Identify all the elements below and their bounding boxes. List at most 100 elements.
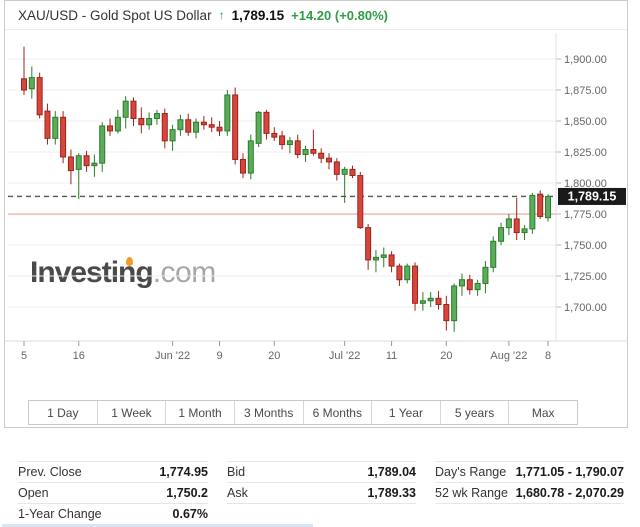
y-axis-label: 1,825.00 [564,147,607,159]
candle-body [419,300,426,304]
candle-body [99,125,106,164]
candle [177,114,184,136]
candle [216,121,223,136]
candle [271,127,278,141]
timeframe-button-5-years[interactable]: 5 years [439,401,509,424]
stats-column-left: Prev. Close 1,774.95 Open 1,750.2 1-Year Cha… [18,461,208,525]
stat-label: Ask [227,486,248,500]
stat-row: Day's Range 1,771.05 - 1,790.07 [435,461,624,482]
stat-value: 0.67% [172,507,208,521]
candle [107,118,114,136]
x-axis-label: 11 [386,350,397,362]
stat-label: Day's Range [435,465,507,479]
stat-value: 1,771.05 - 1,790.07 [515,465,624,479]
candle [138,107,145,134]
candle-body [302,149,309,155]
timeframe-button-1-year[interactable]: 1 Year [371,401,440,424]
candle [310,129,317,156]
x-axis-label: 20 [268,350,280,362]
gridlines [8,58,561,308]
candle-body [474,282,481,291]
candle-body [161,113,168,142]
candle [302,145,309,162]
y-axis-label: 1,750.00 [564,240,607,252]
candle [279,130,286,150]
candle-body [75,155,82,170]
y-axis-label: 1,775.00 [564,209,607,221]
candle-body [365,227,372,261]
candle [396,263,403,286]
candle [545,194,551,222]
stat-value: 1,789.04 [367,465,416,479]
candle-body [318,152,325,159]
candle-body [357,175,364,229]
candle [161,108,168,149]
current-price-label [558,187,626,205]
x-axis-label: 16 [73,350,85,362]
candle [435,290,442,310]
y-axis-label: 1,875.00 [564,85,607,97]
stat-value: 1,774.95 [159,465,208,479]
candle-body [286,140,293,146]
candle-body [451,285,458,322]
candle-body [482,266,489,284]
candle [498,222,505,245]
timeframe-button-1-day[interactable]: 1 Day [29,401,97,424]
timeframe-button-1-week[interactable]: 1 Week [96,401,166,424]
timeframe-button-3-months[interactable]: 3 Months [233,401,303,424]
candle-body [294,140,301,155]
candle-body [388,254,395,267]
candle [404,263,411,284]
candle-body [21,78,27,91]
x-axis-label: 5 [21,350,27,362]
candle-body [239,158,246,174]
candle [83,150,90,172]
y-axis-label: 1,900.00 [564,54,607,66]
candle [21,46,27,95]
candle [505,214,512,236]
candle-body [279,135,286,146]
timeframe-button-1-month[interactable]: 1 Month [165,401,234,424]
candle [67,149,74,185]
candle [412,262,419,311]
stat-label: Bid [227,465,246,479]
candle [294,134,301,159]
candle [99,122,106,172]
candle [130,97,137,126]
stat-label: 1-Year Change [18,507,102,521]
candle [357,171,364,229]
candle [349,165,356,179]
candle-body [169,129,176,142]
x-axis-label: Jun '22 [155,350,190,362]
y-axis-label: 1,850.00 [564,116,607,128]
candle-body [52,116,59,139]
stat-value: 1,750.2 [166,486,208,500]
candle-body [208,124,215,128]
candle [44,103,51,145]
candle [380,247,387,268]
stat-row: Bid 1,789.04 [227,461,416,482]
candle-body [185,119,192,133]
candle-body [153,113,160,120]
candle-body [138,118,145,126]
candle-body [505,218,512,229]
timeframe-button-6-months[interactable]: 6 Months [302,401,372,424]
chart-header: XAU/USD - Gold Spot US Dollar ↑ 1,789.15… [5,1,627,30]
candle [28,66,35,99]
timeframe-button-max[interactable]: Max [508,401,577,424]
candle-body [396,265,403,281]
candle-body [44,110,51,139]
candle [482,261,489,294]
candle [60,111,67,164]
candle [326,153,333,170]
candle [36,72,43,119]
candle-body [271,132,278,138]
candle-body [91,162,98,167]
price-chart[interactable]: 1,900.00 1,875.00 1,850.00 1,825.00 1,800.00… [0,30,640,375]
candle [232,87,239,165]
candle [388,251,395,273]
candle [529,192,536,234]
stats-column-middle: Bid 1,789.04 Ask 1,789.33 [227,461,416,504]
candle-body [458,279,465,287]
